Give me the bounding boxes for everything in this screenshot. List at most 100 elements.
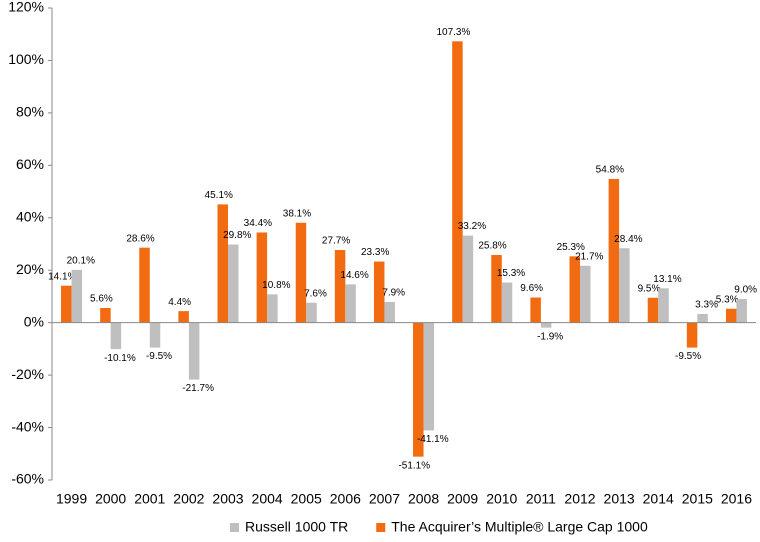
bar xyxy=(256,232,268,323)
bar xyxy=(61,285,72,323)
data-label: 7.6% xyxy=(304,288,327,299)
y-tick-label: 120% xyxy=(8,0,44,15)
y-tick-label: 40% xyxy=(16,208,44,224)
data-label: 5.6% xyxy=(90,294,113,305)
data-label: 20.1% xyxy=(67,256,95,267)
data-label: 27.7% xyxy=(322,236,350,247)
bar xyxy=(423,322,435,431)
y-tick-label: -60% xyxy=(11,471,44,487)
data-label: 38.1% xyxy=(283,208,311,219)
bar xyxy=(139,247,150,323)
x-tick-label: 2010 xyxy=(486,491,517,507)
data-label: 33.2% xyxy=(458,221,486,232)
legend-swatch xyxy=(376,523,386,532)
bar xyxy=(608,178,620,323)
data-label: 28.6% xyxy=(126,233,154,244)
data-label: 5.3% xyxy=(716,294,739,305)
bar xyxy=(462,235,474,323)
data-label: 4.4% xyxy=(168,297,191,308)
x-tick-label: 2016 xyxy=(721,491,752,507)
data-label: 21.7% xyxy=(575,251,603,262)
bar xyxy=(71,269,83,323)
bar xyxy=(384,301,395,323)
bar xyxy=(540,322,552,328)
x-tick-label: 2005 xyxy=(291,491,322,507)
bar xyxy=(188,322,200,380)
data-label: 14.1% xyxy=(48,271,76,282)
data-label: 9.5% xyxy=(638,283,661,294)
x-tick-label: 2002 xyxy=(173,491,204,507)
bar xyxy=(619,248,630,323)
bar xyxy=(413,322,424,457)
data-label: 3.3% xyxy=(695,300,718,311)
data-label: 25.8% xyxy=(478,241,506,252)
y-tick-label: -40% xyxy=(11,418,44,434)
bar xyxy=(491,255,502,323)
data-label: -41.1% xyxy=(417,434,449,445)
y-tick-label: 60% xyxy=(16,156,44,172)
bar xyxy=(725,308,737,323)
legend-swatch xyxy=(230,523,239,532)
y-tick-label: 20% xyxy=(16,261,44,277)
data-label: 10.8% xyxy=(262,280,290,291)
x-tick-label: 2015 xyxy=(682,491,713,507)
bar xyxy=(178,311,189,323)
data-label: -10.1% xyxy=(104,353,136,364)
bar xyxy=(569,256,580,323)
bar xyxy=(647,297,659,323)
data-label: 9.0% xyxy=(734,285,757,296)
bar xyxy=(697,314,708,323)
x-tick-label: 2004 xyxy=(252,491,283,507)
x-tick-label: 2000 xyxy=(95,491,126,507)
bar xyxy=(345,284,356,323)
data-label: 23.3% xyxy=(361,247,389,258)
x-tick-label: 2006 xyxy=(330,491,361,507)
data-label: 45.1% xyxy=(205,190,233,201)
bar xyxy=(100,307,111,323)
data-label: 15.3% xyxy=(497,268,525,279)
data-label: -51.1% xyxy=(398,460,430,471)
data-label: 7.9% xyxy=(382,288,405,299)
data-label: -9.5% xyxy=(146,351,172,362)
data-label: 28.4% xyxy=(614,234,642,245)
data-label: 29.8% xyxy=(223,230,251,241)
bar xyxy=(501,282,513,323)
x-tick-label: 1999 xyxy=(56,491,87,507)
legend-label: Russell 1000 TR xyxy=(245,519,348,535)
data-label: -1.9% xyxy=(537,331,563,342)
data-label: 14.6% xyxy=(340,270,368,281)
bar xyxy=(373,261,385,323)
bar xyxy=(658,288,669,323)
x-tick-label: 2007 xyxy=(369,491,400,507)
x-tick-label: 2014 xyxy=(643,491,674,507)
data-label: 107.3% xyxy=(436,27,470,38)
data-label: 25.3% xyxy=(557,242,585,253)
bar xyxy=(334,250,346,323)
bar xyxy=(686,322,698,348)
x-tick-label: 2013 xyxy=(604,491,635,507)
y-tick-label: 100% xyxy=(8,51,44,67)
bar xyxy=(217,204,228,323)
bar xyxy=(228,244,239,323)
data-label: 34.4% xyxy=(244,218,272,229)
y-tick-label: 80% xyxy=(16,104,44,120)
data-label: -9.5% xyxy=(675,351,701,362)
y-tick-label: -20% xyxy=(11,366,44,382)
bar xyxy=(530,297,541,323)
bar xyxy=(267,294,278,323)
bar xyxy=(452,41,463,323)
x-tick-label: 2001 xyxy=(134,491,165,507)
bar xyxy=(295,222,307,323)
x-tick-label: 2011 xyxy=(526,491,556,507)
bar xyxy=(149,322,161,348)
bar xyxy=(306,302,317,323)
data-label: 13.1% xyxy=(653,274,681,285)
x-tick-label: 2008 xyxy=(408,491,439,507)
data-label: 54.8% xyxy=(596,165,624,176)
x-tick-label: 2012 xyxy=(564,491,595,507)
data-label: 9.6% xyxy=(520,283,543,294)
bar xyxy=(110,322,122,350)
bar xyxy=(580,265,591,323)
x-tick-label: 2009 xyxy=(447,491,478,507)
